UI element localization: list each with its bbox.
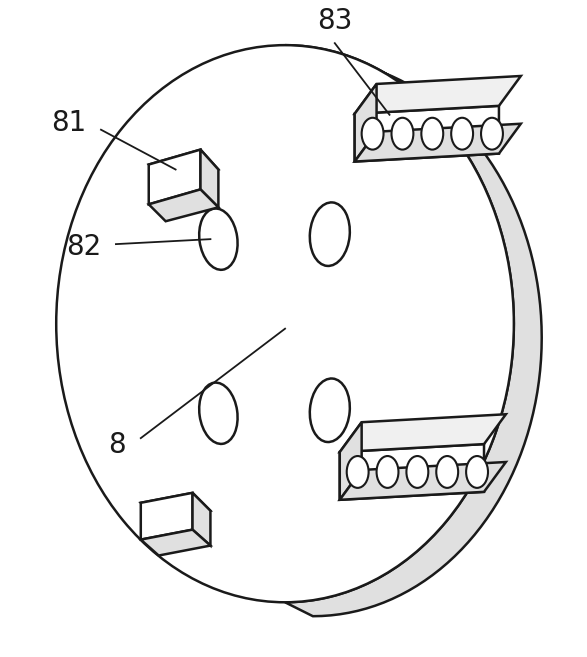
Polygon shape: [141, 530, 210, 556]
Ellipse shape: [347, 456, 369, 488]
Ellipse shape: [362, 118, 383, 150]
Ellipse shape: [481, 118, 503, 150]
Polygon shape: [355, 84, 377, 162]
Polygon shape: [141, 493, 210, 521]
Ellipse shape: [466, 456, 488, 488]
Ellipse shape: [310, 378, 350, 442]
Polygon shape: [285, 45, 542, 616]
Text: 8: 8: [108, 431, 126, 459]
Ellipse shape: [421, 118, 443, 150]
Polygon shape: [141, 493, 193, 539]
Polygon shape: [340, 415, 506, 452]
Polygon shape: [193, 493, 210, 545]
Text: 83: 83: [317, 7, 352, 35]
Ellipse shape: [392, 118, 413, 150]
Polygon shape: [340, 462, 506, 500]
Ellipse shape: [451, 118, 473, 150]
Polygon shape: [355, 124, 521, 162]
Ellipse shape: [436, 456, 458, 488]
Polygon shape: [340, 422, 362, 500]
Polygon shape: [355, 76, 521, 114]
Ellipse shape: [377, 456, 399, 488]
Polygon shape: [149, 189, 218, 221]
Polygon shape: [340, 444, 484, 500]
Ellipse shape: [310, 202, 350, 266]
Text: 81: 81: [51, 109, 86, 137]
Polygon shape: [149, 150, 201, 204]
Ellipse shape: [199, 208, 238, 270]
Ellipse shape: [406, 456, 429, 488]
Polygon shape: [149, 150, 218, 185]
Polygon shape: [201, 150, 218, 208]
Polygon shape: [355, 106, 499, 162]
Ellipse shape: [199, 382, 238, 444]
Text: 82: 82: [66, 233, 101, 261]
Ellipse shape: [56, 45, 514, 602]
